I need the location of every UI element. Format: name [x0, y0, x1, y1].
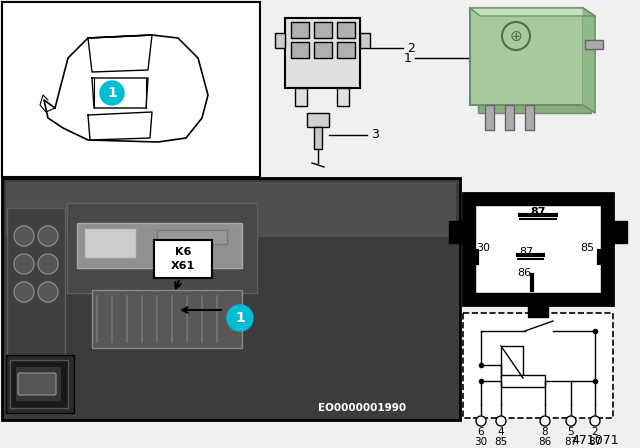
Text: ⊕: ⊕ [509, 29, 522, 43]
FancyBboxPatch shape [611, 221, 627, 243]
Text: 1: 1 [107, 86, 117, 100]
Text: 2: 2 [407, 42, 415, 55]
Text: X61: X61 [171, 261, 195, 271]
FancyBboxPatch shape [6, 355, 74, 413]
Text: 86: 86 [538, 437, 552, 447]
Circle shape [38, 254, 58, 274]
Circle shape [566, 416, 576, 426]
FancyBboxPatch shape [84, 228, 136, 258]
Text: 4: 4 [498, 427, 504, 437]
FancyBboxPatch shape [470, 8, 583, 105]
Text: 85: 85 [580, 243, 594, 253]
FancyBboxPatch shape [485, 105, 494, 130]
FancyBboxPatch shape [463, 193, 613, 305]
FancyBboxPatch shape [501, 375, 545, 387]
FancyBboxPatch shape [314, 127, 322, 149]
FancyBboxPatch shape [2, 2, 260, 177]
Circle shape [14, 282, 34, 302]
Circle shape [227, 305, 253, 331]
Text: EO0000001990: EO0000001990 [318, 403, 406, 413]
Text: 85: 85 [494, 437, 508, 447]
Text: K6: K6 [175, 247, 191, 257]
FancyBboxPatch shape [314, 22, 332, 38]
FancyBboxPatch shape [6, 182, 456, 237]
FancyBboxPatch shape [295, 88, 307, 106]
FancyBboxPatch shape [314, 42, 332, 58]
Text: 471071: 471071 [571, 434, 619, 447]
FancyBboxPatch shape [475, 205, 601, 293]
FancyBboxPatch shape [528, 303, 548, 317]
FancyBboxPatch shape [10, 360, 68, 408]
Text: 3: 3 [371, 129, 379, 142]
Text: 87: 87 [519, 247, 533, 257]
FancyBboxPatch shape [501, 346, 523, 378]
FancyBboxPatch shape [157, 230, 227, 244]
FancyBboxPatch shape [337, 88, 349, 106]
Text: 30: 30 [476, 243, 490, 253]
Circle shape [496, 416, 506, 426]
FancyBboxPatch shape [585, 40, 603, 49]
FancyBboxPatch shape [337, 42, 355, 58]
Text: 2: 2 [592, 427, 598, 437]
FancyBboxPatch shape [77, 223, 242, 268]
Text: 6: 6 [477, 427, 484, 437]
Polygon shape [583, 8, 595, 113]
Text: 1: 1 [404, 52, 412, 65]
FancyBboxPatch shape [337, 22, 355, 38]
FancyBboxPatch shape [525, 105, 534, 130]
FancyBboxPatch shape [463, 313, 613, 418]
Text: 5: 5 [568, 427, 574, 437]
Circle shape [540, 416, 550, 426]
Circle shape [590, 416, 600, 426]
Circle shape [38, 226, 58, 246]
FancyBboxPatch shape [360, 33, 370, 48]
FancyBboxPatch shape [505, 105, 514, 130]
Circle shape [38, 282, 58, 302]
FancyBboxPatch shape [67, 203, 257, 293]
FancyBboxPatch shape [478, 16, 591, 113]
Text: 86: 86 [517, 268, 531, 278]
FancyBboxPatch shape [2, 178, 460, 420]
FancyBboxPatch shape [291, 42, 309, 58]
FancyBboxPatch shape [154, 240, 212, 278]
FancyBboxPatch shape [307, 113, 329, 127]
Text: 87: 87 [564, 437, 578, 447]
FancyBboxPatch shape [449, 221, 465, 243]
FancyBboxPatch shape [275, 33, 285, 48]
Circle shape [14, 226, 34, 246]
FancyBboxPatch shape [291, 22, 309, 38]
Circle shape [14, 254, 34, 274]
FancyBboxPatch shape [92, 290, 242, 348]
FancyBboxPatch shape [16, 367, 61, 401]
Text: 1: 1 [235, 311, 245, 325]
Text: 87: 87 [531, 207, 546, 217]
Text: 87: 87 [588, 437, 602, 447]
FancyBboxPatch shape [18, 373, 56, 395]
Circle shape [476, 416, 486, 426]
Text: 30: 30 [474, 437, 488, 447]
FancyBboxPatch shape [285, 18, 360, 88]
Polygon shape [470, 8, 595, 16]
Circle shape [100, 81, 124, 105]
FancyBboxPatch shape [7, 208, 65, 388]
Text: 8: 8 [541, 427, 548, 437]
